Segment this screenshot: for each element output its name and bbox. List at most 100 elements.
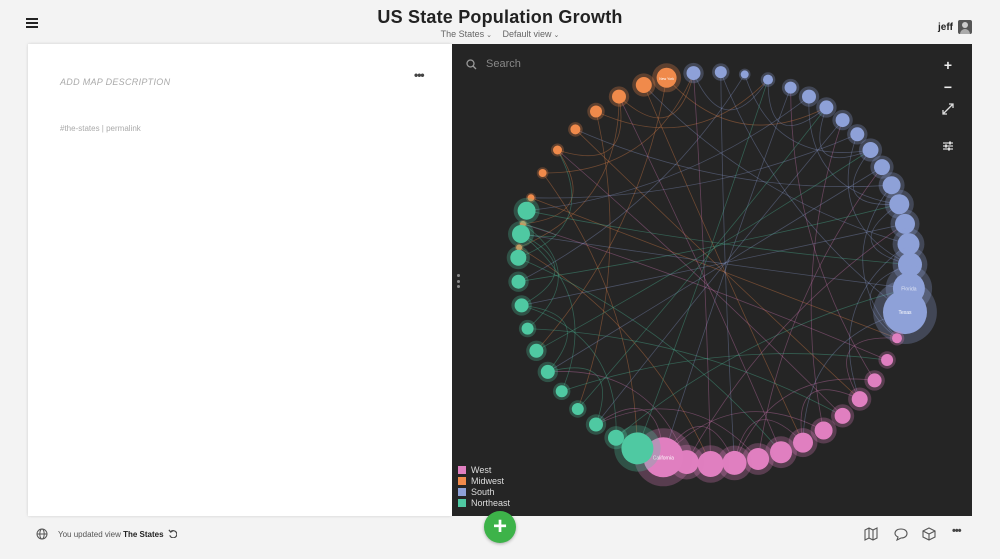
user-name: jeff xyxy=(938,21,953,33)
node-midwest[interactable] xyxy=(514,243,524,252)
node-south[interactable]: Texas xyxy=(873,280,937,344)
activity-target[interactable]: The States xyxy=(123,530,164,539)
edge xyxy=(802,311,906,443)
node-midwest[interactable] xyxy=(525,192,537,203)
map-description-placeholder[interactable]: ADD MAP DESCRIPTION xyxy=(60,77,171,87)
fit-screen-icon[interactable] xyxy=(940,102,956,118)
edge xyxy=(536,149,871,352)
node-south[interactable] xyxy=(870,155,894,179)
comment-icon[interactable] xyxy=(894,527,908,541)
node-midwest[interactable]: New York xyxy=(652,63,682,93)
node-west[interactable] xyxy=(864,370,885,391)
network-graph[interactable]: New York Florida Texas California xyxy=(452,44,972,516)
zoom-out-icon[interactable]: − xyxy=(943,79,953,95)
node-core xyxy=(747,448,770,470)
node-northeast[interactable] xyxy=(511,295,532,316)
legend-item-northeast[interactable]: Northeast xyxy=(458,497,510,508)
node-south[interactable] xyxy=(760,72,776,87)
node-northeast[interactable] xyxy=(508,221,534,247)
node-west[interactable] xyxy=(765,436,797,469)
legend-item-west[interactable]: West xyxy=(458,464,510,475)
node-northeast[interactable] xyxy=(508,271,529,292)
edge xyxy=(720,72,735,463)
zoom-in-icon[interactable]: + xyxy=(943,57,953,73)
node-south[interactable] xyxy=(798,86,820,107)
node-west[interactable] xyxy=(691,445,730,483)
undo-icon[interactable] xyxy=(168,529,178,539)
node-south[interactable] xyxy=(847,124,868,145)
user-menu[interactable]: jeff xyxy=(938,20,972,34)
edge xyxy=(577,107,827,410)
node-south[interactable] xyxy=(712,63,730,81)
node-south[interactable] xyxy=(832,109,853,131)
node-west[interactable] xyxy=(742,443,774,475)
node-midwest[interactable] xyxy=(608,86,630,107)
node-midwest[interactable] xyxy=(536,167,549,179)
node-south[interactable] xyxy=(738,68,751,81)
node-west[interactable] xyxy=(878,351,896,369)
node-south[interactable] xyxy=(858,138,883,162)
node-northeast[interactable] xyxy=(526,340,547,361)
resize-handle[interactable] xyxy=(457,274,460,288)
node-northeast[interactable] xyxy=(506,246,530,270)
node-south[interactable] xyxy=(892,247,928,282)
node-northeast[interactable] xyxy=(569,400,587,418)
node-south[interactable] xyxy=(890,209,920,239)
node-south[interactable] xyxy=(884,189,914,219)
node-midwest[interactable] xyxy=(551,143,564,157)
edge xyxy=(518,74,746,283)
node-midwest[interactable] xyxy=(587,102,605,121)
legend-label: South xyxy=(471,486,495,497)
tag-link[interactable]: #the-states xyxy=(60,124,100,133)
legend-swatch xyxy=(458,465,466,474)
node-west[interactable] xyxy=(848,387,872,411)
settings-sliders-icon[interactable] xyxy=(940,139,956,155)
node-northeast[interactable] xyxy=(518,319,537,338)
node-west[interactable] xyxy=(810,417,837,444)
node-west[interactable] xyxy=(889,330,905,346)
node-core xyxy=(881,354,894,366)
node-core xyxy=(898,252,922,277)
view-selector[interactable]: Default view ⌄ xyxy=(503,29,560,39)
node-south[interactable] xyxy=(816,97,837,118)
node-northeast[interactable] xyxy=(513,197,540,224)
node-midwest[interactable] xyxy=(632,73,656,97)
add-icon[interactable]: + xyxy=(484,511,516,543)
more-icon[interactable]: ••• xyxy=(414,68,425,82)
view-selector-label: Default view xyxy=(502,29,552,39)
node-west[interactable] xyxy=(831,404,855,428)
node-northeast[interactable] xyxy=(537,361,558,383)
edge xyxy=(808,96,900,205)
node-south[interactable] xyxy=(781,78,800,97)
more-icon[interactable]: ••• xyxy=(952,525,962,537)
search-input[interactable] xyxy=(484,57,608,71)
node-south[interactable] xyxy=(683,62,704,84)
node-core xyxy=(867,373,882,388)
edge xyxy=(734,419,804,463)
node-south[interactable] xyxy=(878,172,905,199)
node-south[interactable] xyxy=(892,228,925,260)
edge xyxy=(595,79,769,129)
node-northeast[interactable] xyxy=(604,426,628,450)
node-west[interactable] xyxy=(788,428,818,458)
map-canvas[interactable]: New York Florida Texas California + − WestM… xyxy=(452,44,972,516)
search-bar[interactable] xyxy=(466,57,608,71)
node-midwest[interactable] xyxy=(568,122,583,137)
cube-icon[interactable] xyxy=(922,527,936,541)
legend-item-south[interactable]: South xyxy=(458,486,510,497)
edge xyxy=(575,129,860,400)
permalink-link[interactable]: permalink xyxy=(106,124,141,133)
edge xyxy=(520,233,576,392)
node-core xyxy=(571,403,584,415)
globe-icon[interactable] xyxy=(36,528,48,540)
node-core xyxy=(553,145,562,155)
node-northeast[interactable] xyxy=(614,425,661,472)
node-west[interactable] xyxy=(717,445,752,481)
menu-icon[interactable] xyxy=(26,18,38,28)
node-northeast[interactable] xyxy=(585,414,607,435)
map-selector[interactable]: The States ⌄ xyxy=(441,29,492,39)
legend-item-midwest[interactable]: Midwest xyxy=(458,475,510,486)
map-icon[interactable] xyxy=(864,527,878,541)
node-northeast[interactable] xyxy=(553,382,571,400)
node-label: Texas xyxy=(898,310,912,316)
